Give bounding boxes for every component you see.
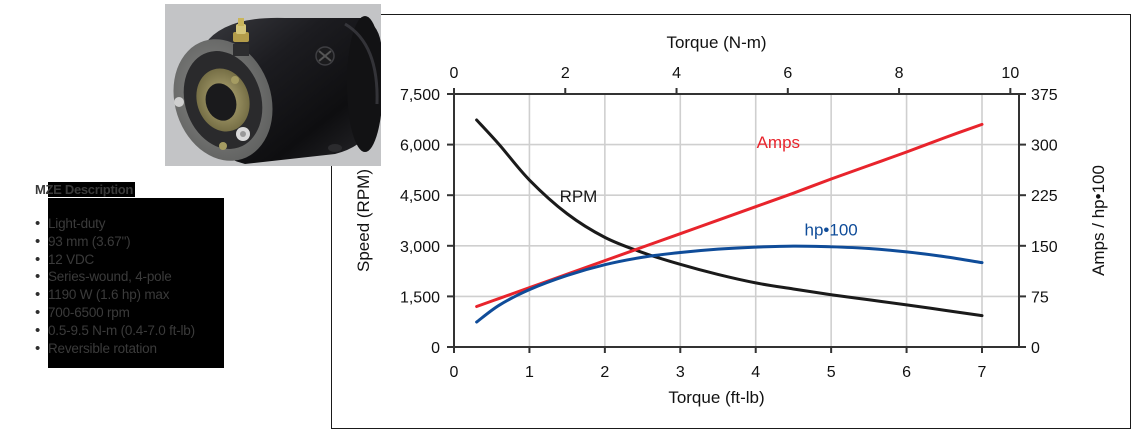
y-tick-label: 4,500 [400, 188, 440, 205]
x-tick-label: 6 [902, 364, 911, 381]
x-tick-label: 3 [676, 364, 685, 381]
y-tick-label: 3,000 [400, 239, 440, 256]
feature-item: Reversible rotation [35, 340, 195, 358]
x2-axis-title: Torque (N-m) [666, 33, 766, 52]
y2-tick-label: 300 [1031, 138, 1058, 155]
feature-item: Light-duty [35, 215, 195, 233]
series-line-rpm [475, 118, 984, 318]
feature-item: 700-6500 rpm [35, 304, 195, 322]
x2-tick-label: 0 [450, 65, 459, 82]
y2-tick-label: 225 [1031, 188, 1058, 205]
y-axis-title: Speed (RPM) [354, 169, 373, 272]
x2-tick-label: 6 [783, 65, 792, 82]
motor-photo [165, 4, 381, 166]
y-tick-label: 7,500 [400, 87, 440, 104]
feature-item: Series-wound, 4-pole [35, 268, 195, 286]
y2-tick-label: 0 [1031, 340, 1040, 357]
y2-tick-label: 150 [1031, 239, 1058, 256]
y2-tick-label: 75 [1031, 289, 1049, 306]
x2-tick-label: 4 [672, 65, 681, 82]
y-tick-label: 6,000 [400, 138, 440, 155]
chart-curves [475, 118, 984, 324]
motor-illustration-icon [173, 16, 381, 164]
x-tick-label: 0 [450, 364, 459, 381]
x-tick-label: 4 [751, 364, 760, 381]
description-title: MZE Description [35, 182, 136, 197]
x2-tick-label: 2 [561, 65, 570, 82]
x-tick-label: 2 [600, 364, 609, 381]
x-tick-label: 5 [827, 364, 836, 381]
chart-axes [447, 88, 1026, 353]
series-label: hp•100 [805, 221, 858, 240]
x2-tick-label: 10 [1001, 65, 1019, 82]
feature-item: 12 VDC [35, 251, 195, 269]
chart-grid [454, 94, 1019, 347]
x-axis-title: Torque (ft-lb) [668, 388, 764, 407]
x-tick-label: 7 [978, 364, 987, 381]
chart-labels: 0 1 2 3 4 5 6 7 0 2 4 6 8 10 0 1,500 3,000 4,500 6,000 7,50… [354, 33, 1108, 407]
x2-tick-label: 8 [895, 65, 904, 82]
series-label: Amps [757, 133, 800, 152]
y-tick-label: 0 [431, 340, 440, 357]
feature-item: 1190 W (1.6 hp) max [35, 286, 195, 304]
feature-item: 0.5-9.5 N-m (0.4-7.0 ft-lb) [35, 322, 195, 340]
series-line-hp-100 [475, 244, 984, 324]
y2-tick-label: 375 [1031, 87, 1058, 104]
chart-frame [331, 14, 1131, 429]
y2-axis-title: Amps / hp•100 [1089, 165, 1108, 276]
y-tick-label: 1,500 [400, 289, 440, 306]
feature-list: Light-duty 93 mm (3.67") 12 VDC Series-w… [35, 215, 195, 357]
series-label: RPM [560, 187, 598, 206]
x-tick-label: 1 [525, 364, 534, 381]
feature-item: 93 mm (3.67") [35, 233, 195, 251]
